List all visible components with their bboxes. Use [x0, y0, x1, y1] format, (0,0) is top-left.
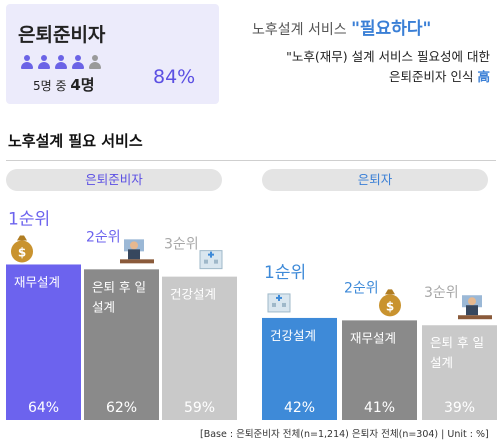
- rank-label: 3순위: [424, 285, 459, 301]
- svg-text:$: $: [18, 245, 26, 259]
- section-title: 노후설계 필요 서비스: [8, 132, 143, 150]
- bar: [6, 264, 81, 420]
- bar-category-label: 은퇴 후 일: [92, 279, 146, 294]
- bar-value-label: 64%: [28, 400, 59, 416]
- bar-category-label: 건강설계: [170, 287, 216, 302]
- group-label-retirees: 은퇴자: [262, 169, 488, 191]
- person-icon: [88, 55, 102, 69]
- rank-label: 2순위: [86, 229, 121, 245]
- bar-category-label: 재무설계: [14, 274, 60, 289]
- headline: 노후설계 서비스 "필요하다": [252, 14, 431, 39]
- summary-group-title: 은퇴준비자: [18, 24, 106, 46]
- description-line-1: "노후(재무) 설계 서비스 필요성에 대한: [286, 49, 490, 64]
- money-bag-icon: $: [11, 235, 33, 263]
- hospital-icon: [199, 250, 223, 270]
- bar-value-label: 59%: [184, 400, 215, 416]
- headline-main: 노후설계 서비스: [252, 22, 352, 38]
- summary-ratio: 5명 중 4명: [33, 74, 95, 95]
- money-bag-icon: $: [379, 289, 401, 317]
- bar-value-label: 62%: [106, 400, 137, 416]
- rank-label: 1순위: [8, 209, 50, 229]
- rank-label: 1순위: [264, 263, 306, 283]
- bar-category-label: 설계: [92, 299, 115, 314]
- bar-category-label: 설계: [430, 355, 453, 370]
- group-label-preparers: 은퇴준비자: [6, 169, 222, 191]
- bar-value-label: 42%: [284, 400, 315, 416]
- headline-emphasis: "필요하다": [351, 19, 432, 39]
- bar-category-label: 건강설계: [270, 328, 316, 343]
- summary-card: [6, 4, 219, 104]
- bar: [162, 276, 237, 420]
- bar-value-label: 41%: [364, 400, 395, 416]
- description-line-2: 은퇴준비자 인식 高: [210, 66, 490, 85]
- description-line-2-main: 은퇴준비자 인식: [389, 69, 478, 84]
- office-worker-icon: [120, 239, 154, 264]
- person-icon: [37, 55, 51, 69]
- svg-text:$: $: [386, 299, 394, 313]
- rank-label: 3순위: [164, 237, 199, 253]
- bar: [262, 317, 337, 420]
- hospital-icon: [267, 293, 291, 313]
- bar: [342, 320, 417, 420]
- bar-category-label: 재무설계: [350, 330, 396, 345]
- bar-category-label: 은퇴 후 일: [430, 335, 484, 350]
- description-emphasis: 高: [477, 69, 490, 84]
- ratio-count: 4명: [70, 76, 95, 94]
- bar: [84, 269, 159, 420]
- summary-percent: 84%: [153, 66, 196, 88]
- person-icon: [71, 55, 85, 69]
- section-divider: [6, 160, 496, 161]
- person-icon: [54, 55, 68, 69]
- base-note: [Base : 은퇴준비자 전체(n=1,214) 은퇴자 전체(n=304) …: [200, 429, 489, 440]
- bar: [422, 325, 497, 420]
- rank-label: 2순위: [344, 280, 379, 296]
- person-icon: [20, 55, 34, 69]
- office-worker-icon: [458, 295, 492, 320]
- ratio-prefix: 5명 중: [33, 79, 71, 93]
- bar-value-label: 39%: [444, 400, 475, 416]
